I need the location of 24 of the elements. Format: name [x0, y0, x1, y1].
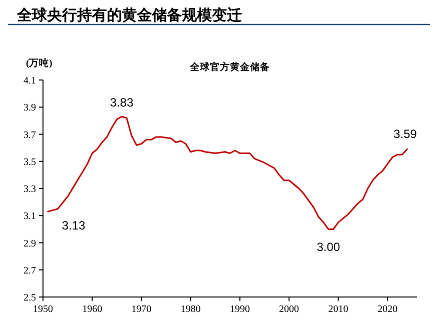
x-tick-label: 1980	[180, 304, 201, 315]
annotation: 3.83	[110, 96, 134, 110]
x-tick-label: 2020	[377, 304, 398, 315]
y-tick-label: 2.5	[24, 292, 36, 304]
y-tick-label: 3.3	[24, 184, 36, 195]
chart-subtitle: 全球官方黄金储备	[189, 61, 270, 73]
y-tick-label: 3.1	[24, 211, 36, 222]
x-tick-label: 1970	[131, 304, 152, 315]
chart-title: 全球央行持有的黄金储备规模变迁	[16, 6, 242, 24]
annotation: 3.00	[316, 240, 340, 254]
x-tick-label: 1960	[82, 304, 102, 315]
y-tick-label: 3.7	[24, 130, 36, 141]
annotation: 3.13	[62, 218, 86, 233]
y-tick-label: 2.7	[24, 265, 36, 276]
x-tick-label: 2000	[279, 304, 300, 315]
x-tick-label: 1990	[230, 304, 250, 315]
y-tick-label: 4.1	[24, 76, 36, 86]
y-tick-label: 3.5	[24, 156, 36, 168]
x-tick-label: 1950	[33, 304, 53, 315]
y-tick-label: 2.9	[24, 238, 36, 250]
x-tick-label: 2010	[328, 304, 348, 315]
annotation: 3.59	[393, 127, 418, 142]
y-axis-title: (万吨)	[26, 57, 52, 69]
y-tick-label: 3.9	[24, 102, 36, 114]
